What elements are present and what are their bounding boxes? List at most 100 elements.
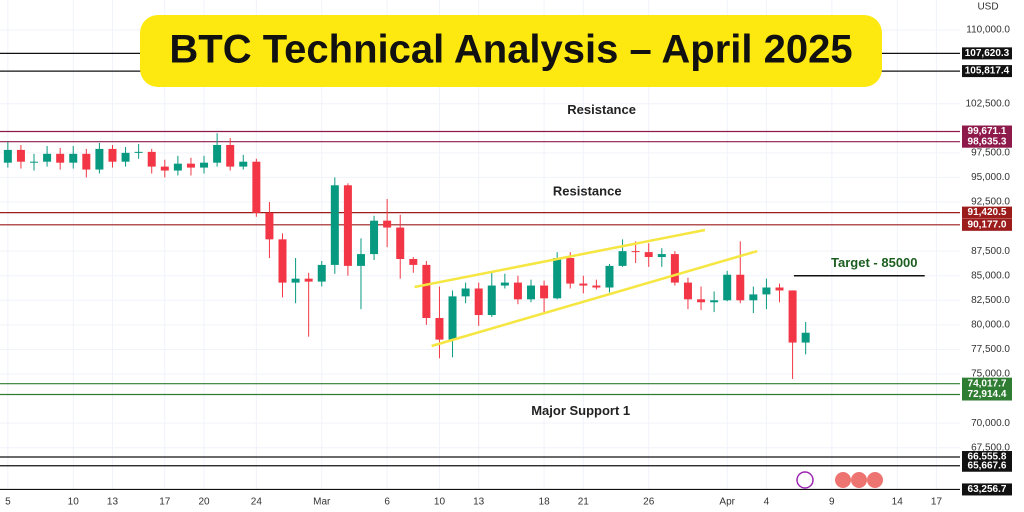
x-tick-label: Apr	[719, 497, 735, 508]
y-tick-label: 95,000.0	[971, 172, 1010, 183]
candle: Mar 11	[448, 290, 457, 358]
candle-body	[553, 258, 562, 299]
candle-body	[487, 285, 496, 316]
x-tick-label: 4	[764, 497, 770, 508]
candle-body	[775, 287, 784, 291]
candle-body	[579, 283, 588, 286]
candle: Feb 25	[265, 201, 274, 259]
trend-line	[431, 249, 758, 348]
y-tick-label: 67,500.0	[971, 442, 1010, 453]
x-tick-label: 5	[5, 497, 11, 508]
candle: Feb 22	[226, 138, 235, 171]
candle-body	[265, 212, 274, 240]
level-label-box	[962, 206, 1012, 219]
candle-body	[670, 254, 679, 283]
candle: Feb 17	[160, 159, 169, 178]
candle: Feb 13	[108, 144, 117, 168]
candle-body	[317, 264, 326, 282]
candle-body	[500, 282, 509, 286]
annotation: Major Support 1	[531, 403, 630, 418]
x-tick-label: 17	[159, 497, 171, 508]
level-label-box	[962, 65, 1012, 78]
candle: Feb 6	[16, 144, 25, 169]
level-label: 74,017.7	[968, 378, 1007, 389]
title-box	[140, 15, 882, 87]
candle: Apr 6	[788, 290, 797, 379]
candle-body	[409, 259, 418, 265]
currency-label: USD	[977, 2, 998, 13]
x-tick-label: 14	[892, 497, 904, 508]
candle-body	[356, 254, 365, 266]
candle: Feb 16	[147, 148, 156, 174]
candle-body	[592, 285, 601, 288]
annotation: Resistance	[567, 102, 636, 117]
annotation: Resistance	[553, 184, 622, 199]
candle-body	[422, 264, 431, 318]
candle: Feb 24	[252, 158, 261, 217]
candle-body	[396, 227, 405, 260]
candle: Mar 7	[396, 214, 405, 279]
candle-body	[723, 274, 732, 301]
level-label-box	[962, 218, 1012, 231]
candle-body	[252, 161, 261, 213]
x-tick-label: 10	[68, 497, 80, 508]
y-tick-label: 80,000.0	[971, 320, 1010, 331]
candle-body	[278, 239, 287, 283]
level-label-box	[962, 377, 1012, 390]
candle-body	[3, 149, 12, 163]
candle: Feb 8	[43, 145, 52, 167]
level-label-box	[962, 125, 1012, 138]
candle: Mar 16	[513, 275, 522, 305]
y-tick-label: 92,500.0	[971, 197, 1010, 208]
candle: Mar 1	[317, 260, 326, 287]
candle: Mar 22	[592, 279, 601, 290]
candle: Mar 24	[618, 239, 627, 267]
candle: Mar 20	[566, 252, 575, 289]
candle-body	[657, 254, 666, 258]
candle: Apr 7	[801, 321, 810, 355]
candle: Mar 8	[409, 257, 418, 273]
level-label: 66,555.8	[968, 452, 1007, 463]
candle: Feb 14	[121, 146, 130, 167]
candle-body	[736, 274, 745, 301]
candle-body	[683, 282, 692, 300]
candle: Mar 18	[540, 280, 549, 314]
target-label: Target - 85000	[831, 255, 917, 270]
level-label: 72,914.4	[968, 389, 1007, 400]
candle: Mar 12	[461, 282, 470, 304]
event-icon	[851, 472, 867, 488]
candle: Feb 28	[304, 272, 313, 337]
y-tick-label: 110,000.0	[966, 25, 1010, 36]
level-label: 98,635.3	[968, 136, 1007, 147]
x-tick-label: 10	[434, 497, 446, 508]
candle-body	[186, 163, 195, 168]
candle: Feb 21	[213, 133, 222, 167]
candle: Mar 27	[657, 248, 666, 267]
candle-body	[527, 285, 536, 300]
x-tick-label: 20	[198, 497, 210, 508]
candle: Mar 4	[356, 238, 365, 310]
candle-body	[147, 151, 156, 167]
level-label-box	[962, 388, 1012, 401]
candle-body	[56, 153, 65, 163]
candle-body	[448, 296, 457, 340]
candle-body	[788, 290, 797, 343]
candle-body	[644, 252, 653, 258]
candle-body	[383, 220, 392, 228]
candle-body	[200, 162, 209, 168]
candle: Mar 31	[710, 291, 719, 313]
candle: Feb 18	[173, 155, 182, 176]
candle: Mar 15	[500, 273, 509, 289]
candle-body	[343, 185, 352, 266]
candle-body	[605, 265, 614, 288]
candle: Mar 29	[683, 277, 692, 310]
candle-body	[82, 153, 91, 170]
candle-body	[16, 149, 25, 162]
candle: Apr 4	[762, 278, 771, 310]
level-label: 107,620.3	[965, 48, 1010, 59]
y-tick-label: 82,500.0	[971, 295, 1010, 306]
candle: Mar 3	[343, 183, 352, 276]
level-label-box	[962, 47, 1012, 60]
candle-body	[801, 332, 810, 343]
level-label: 91,420.5	[968, 207, 1007, 218]
